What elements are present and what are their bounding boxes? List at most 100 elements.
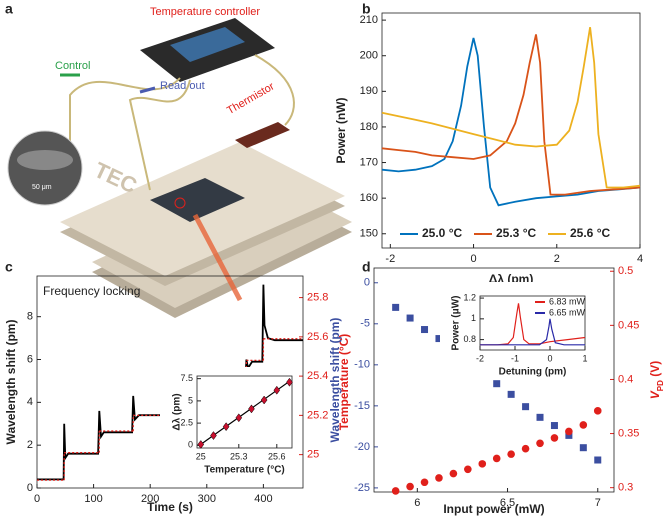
label: Temperature controller xyxy=(150,6,260,18)
x-axis-label: Temperature (°C) xyxy=(204,465,285,476)
sem-disk xyxy=(17,150,73,170)
x-tick-label: -1 xyxy=(511,353,519,363)
x-tick-label: 25.6 xyxy=(268,451,286,461)
line-series xyxy=(480,303,586,346)
marker xyxy=(392,303,400,311)
y-tick-label: 1.2 xyxy=(463,292,476,302)
legend-label: 25.6 °C xyxy=(570,226,610,240)
x-tick-label: 400 xyxy=(254,493,272,505)
y2-tick-label: 0.35 xyxy=(618,427,639,439)
y-tick-label: 210 xyxy=(360,14,378,26)
x-tick-label: -2 xyxy=(385,253,395,265)
x-axis-label: Input power (mW) xyxy=(443,502,544,516)
resonator xyxy=(174,197,186,209)
x-tick-label: 200 xyxy=(141,493,159,505)
marker xyxy=(391,487,400,495)
marker xyxy=(235,413,243,423)
y2-tick-label: 0.5 xyxy=(618,265,633,277)
marker xyxy=(420,478,429,487)
marker xyxy=(594,456,602,464)
x-axis-label: Time (s) xyxy=(147,500,193,514)
y-tick-label: 0.8 xyxy=(463,334,476,344)
chip xyxy=(150,178,245,222)
marker xyxy=(493,380,501,388)
x-tick-label: 300 xyxy=(198,493,216,505)
x-tick-label: -2 xyxy=(476,353,484,363)
marker xyxy=(579,421,588,429)
y2-tick-label: 0.45 xyxy=(618,319,639,331)
marker xyxy=(435,335,443,343)
panel-label: a xyxy=(5,1,13,17)
line-series xyxy=(480,318,585,346)
marker xyxy=(492,454,501,463)
legend-label: 6.83 mW xyxy=(549,296,586,306)
laser-beam xyxy=(192,213,243,302)
y2-tick-label: 25.8 xyxy=(307,291,328,303)
y-tick-label: 7.5 xyxy=(180,373,193,383)
y-tick-label: 2.5 xyxy=(180,417,193,427)
x-tick-label: 0 xyxy=(547,353,552,363)
x-tick-label: 6 xyxy=(414,497,420,509)
y-tick-label: 0 xyxy=(364,277,370,289)
y-axis-label: Power (μW) xyxy=(451,295,462,350)
marker xyxy=(536,413,544,421)
marker xyxy=(550,422,558,430)
y-tick-label: 190 xyxy=(360,85,378,97)
y-axis-label: Wavelength shift (pm) xyxy=(328,318,342,443)
label-part: PD xyxy=(656,380,665,391)
marker xyxy=(406,314,414,322)
marker xyxy=(565,431,573,439)
controller-screen xyxy=(170,27,245,62)
marker xyxy=(507,450,515,458)
y2-tick-label: 25.4 xyxy=(307,370,328,382)
marker xyxy=(197,440,205,449)
panel-label: b xyxy=(362,1,371,17)
thermistor-body xyxy=(235,122,290,148)
legend-label: 6.65 mW xyxy=(549,307,586,317)
marker xyxy=(260,395,268,405)
marker xyxy=(406,482,414,491)
panel-label: c xyxy=(5,259,13,275)
marker xyxy=(521,444,530,453)
y-tick-label: 180 xyxy=(360,121,378,133)
y-tick-label: 4 xyxy=(27,396,33,408)
legend-label: 25.0 °C xyxy=(422,226,462,240)
y-tick-label: 0 xyxy=(27,482,33,494)
y2-tick-label: 25.6 xyxy=(307,331,328,343)
wire-control xyxy=(69,77,181,160)
readout-arrow xyxy=(139,86,156,94)
axes-frame xyxy=(373,267,615,493)
x-tick-label: 25 xyxy=(196,451,206,461)
marker xyxy=(421,326,429,334)
panel: -2 -1 0 1 0.8 1 1.2 Detuning (pm) Power (μW) 6.83… xyxy=(440,282,590,378)
x-tick-label: 0 xyxy=(470,253,476,265)
y-tick-label: 6 xyxy=(27,353,33,365)
marker xyxy=(550,434,559,442)
panel-label: d xyxy=(362,259,371,275)
annotation: Frequency locking xyxy=(43,284,140,298)
y-tick-label: 170 xyxy=(360,156,378,168)
inset-background xyxy=(160,367,296,480)
marker xyxy=(222,422,230,432)
y-tick-label: -15 xyxy=(354,400,370,412)
y-tick-label: 1 xyxy=(471,313,476,323)
x-axis-label: Detuning (pm) xyxy=(499,367,567,378)
marker xyxy=(565,427,573,436)
panel: 6 6.5 7-25-20-15-10-500.30.350.40.450.5Inp… xyxy=(328,265,664,516)
legend-label: 25.3 °C xyxy=(496,226,536,240)
y-tick-label: 0 xyxy=(188,440,193,450)
line-series xyxy=(381,34,641,196)
axes-frame xyxy=(479,295,586,351)
y-tick-label: 160 xyxy=(360,192,378,204)
y-tick-label: -5 xyxy=(360,318,370,330)
y-tick-label: 2 xyxy=(27,439,33,451)
illustration: Temperature controller Control Read out … xyxy=(7,6,352,318)
marker xyxy=(435,474,443,482)
x-tick-label: 100 xyxy=(84,493,102,505)
x-tick-label: 6.5 xyxy=(500,497,515,509)
axes-frame xyxy=(381,12,641,249)
label: Control xyxy=(55,60,90,72)
marker xyxy=(478,460,487,468)
x-tick-label: 1 xyxy=(582,353,587,363)
label: Thermistor xyxy=(225,80,277,117)
